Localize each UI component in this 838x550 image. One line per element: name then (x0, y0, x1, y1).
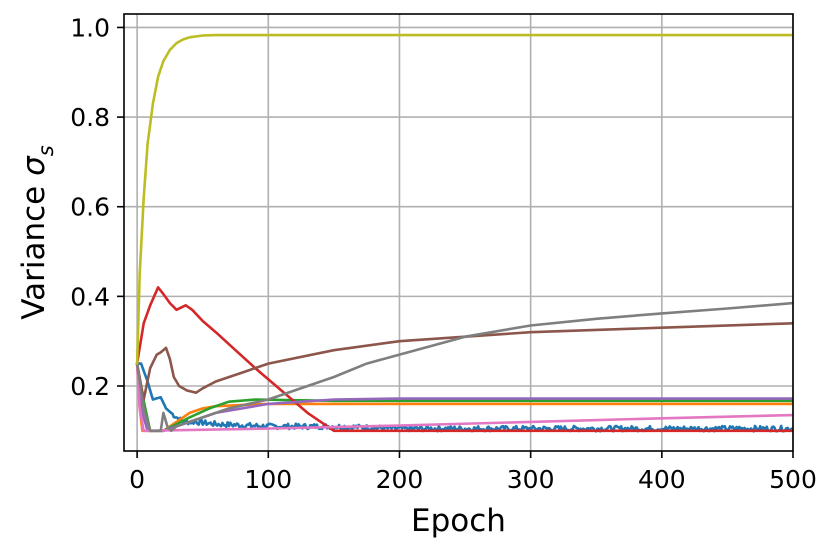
y-axis-title: Variance σs (16, 145, 58, 319)
plot-frame (123, 13, 794, 452)
series-lines (135, 33, 793, 433)
y-tick-label: 1.0 (70, 13, 110, 42)
grid-lines (124, 14, 794, 451)
y-axis-title-subscript: s (34, 145, 58, 156)
series-line (135, 321, 793, 401)
series-line (135, 362, 793, 433)
y-axis-title-symbol: σ (16, 155, 52, 176)
x-tick-label: 300 (507, 465, 555, 494)
x-axis-title: Epoch (411, 503, 506, 539)
y-tick-label: 0.8 (70, 103, 110, 132)
axis-ticks: 0 100 200 300 400 500 0.2 0.4 0.6 0.8 1.0 (70, 13, 817, 494)
series-line (135, 301, 793, 433)
series-line (135, 362, 793, 433)
x-tick-label: 0 (129, 465, 145, 494)
y-tick-label: 0.2 (70, 372, 110, 401)
x-tick-label: 400 (638, 465, 686, 494)
series-line (135, 286, 793, 433)
x-tick-label: 100 (244, 465, 292, 494)
y-tick-label: 0.4 (70, 282, 110, 311)
y-tick-label: 0.6 (70, 193, 110, 222)
y-axis-title-text: Variance (16, 176, 52, 320)
series-line (135, 33, 793, 365)
x-tick-label: 200 (376, 465, 424, 494)
x-tick-label: 500 (769, 465, 817, 494)
